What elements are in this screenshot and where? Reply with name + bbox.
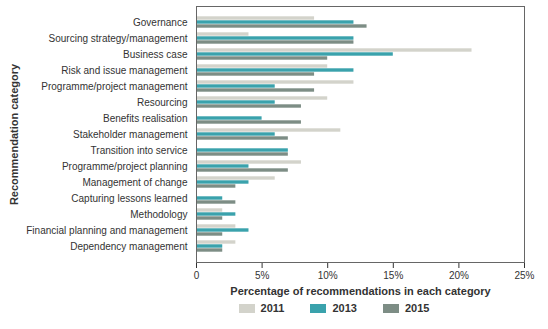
svg-text:Methodology: Methodology	[130, 209, 187, 220]
svg-text:0: 0	[194, 270, 200, 281]
svg-text:Programme/project planning: Programme/project planning	[62, 161, 188, 172]
svg-text:Benefits realisation: Benefits realisation	[103, 113, 188, 124]
svg-text:Recommendation category: Recommendation category	[8, 63, 20, 205]
svg-text:Financial planning and managem: Financial planning and management	[26, 225, 187, 236]
html-text:2015: 2015	[404, 302, 430, 314]
svg-text:Dependency management: Dependency management	[70, 241, 188, 252]
svg-text:Stakeholder management: Stakeholder management	[73, 129, 188, 140]
html-text:2013: 2013	[332, 302, 357, 314]
svg-text:Transition into service: Transition into service	[91, 145, 188, 156]
svg-text:Programme/project management: Programme/project management	[41, 81, 187, 92]
svg-text:20%: 20%	[449, 270, 469, 281]
svg-text:Capturing lessons learned: Capturing lessons learned	[71, 193, 187, 204]
svg-text:Management of change: Management of change	[82, 177, 188, 188]
svg-text:Governance: Governance	[133, 17, 188, 28]
svg-text:Sourcing strategy/management: Sourcing strategy/management	[49, 33, 188, 44]
svg-text:Business case: Business case	[123, 49, 188, 60]
svg-text:Percentage of recommendations: Percentage of recommendations in each ca…	[230, 285, 491, 297]
svg-text:5%: 5%	[255, 270, 270, 281]
svg-text:25%: 25%	[514, 270, 534, 281]
svg-text:15%: 15%	[383, 270, 403, 281]
svg-text:10%: 10%	[318, 270, 338, 281]
svg-text:Resourcing: Resourcing	[137, 97, 188, 108]
html-text:2011: 2011	[260, 302, 285, 314]
svg-text:Risk and issue management: Risk and issue management	[61, 65, 187, 76]
